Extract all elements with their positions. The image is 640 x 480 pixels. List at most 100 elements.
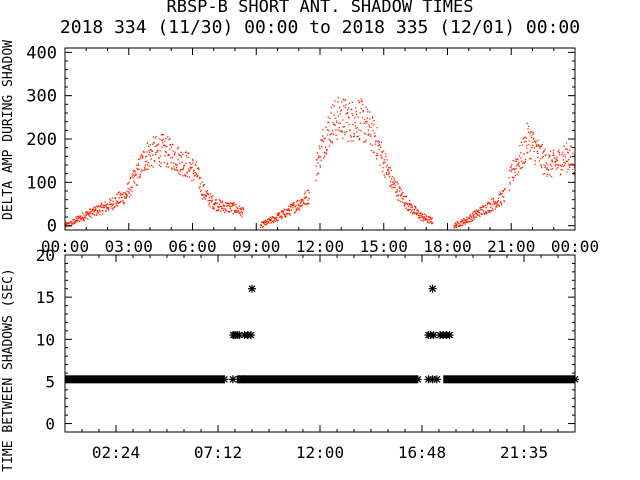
top-series-point: [161, 133, 163, 136]
top-series-point: [376, 152, 378, 155]
top-series-point: [338, 106, 341, 109]
top-series-point: [542, 173, 544, 175]
top-series-point: [72, 222, 74, 225]
top-series-point: [411, 206, 413, 208]
top-series-point: [459, 225, 461, 227]
top-series-point: [522, 138, 524, 140]
top-series-point: [231, 203, 234, 205]
top-series-point: [352, 123, 354, 126]
top-series-point: [349, 129, 351, 131]
top-series-point: [368, 133, 370, 135]
top-series-point: [413, 211, 415, 213]
top-series-point: [472, 217, 475, 219]
top-series-point: [88, 215, 90, 217]
top-series-point: [187, 152, 189, 154]
top-series-point: [333, 123, 335, 126]
top-series-point: [327, 116, 329, 118]
top-series-point: [324, 137, 326, 139]
top-series-point: [406, 202, 408, 205]
top-series-point: [182, 167, 185, 169]
top-series-point: [489, 211, 491, 213]
bottom-ytick-label: 20: [36, 246, 55, 265]
top-series-point: [534, 163, 536, 165]
top-series-point: [408, 199, 411, 202]
top-series-point: [520, 141, 522, 144]
top-series-point: [188, 152, 190, 154]
top-series-point: [176, 164, 178, 166]
top-series-point: [349, 130, 351, 132]
top-series-point: [87, 213, 90, 215]
top-series-point: [479, 216, 481, 218]
top-series-point: [108, 207, 110, 209]
top-series-point: [379, 164, 381, 166]
top-series-point: [470, 218, 472, 220]
top-series-point: [362, 103, 364, 106]
top-series-point: [471, 216, 473, 218]
top-series-point: [284, 214, 286, 216]
top-series-point: [393, 177, 395, 180]
top-series-point: [175, 167, 178, 169]
top-series-point: [308, 197, 310, 200]
top-series-point: [471, 212, 473, 215]
top-series-point: [122, 200, 124, 202]
top-series-point: [411, 213, 414, 215]
top-series-point: [166, 145, 168, 148]
top-series-point: [70, 221, 72, 223]
top-series-point: [543, 173, 546, 175]
top-series-point: [66, 226, 68, 228]
top-series-point: [353, 132, 355, 135]
top-series-point: [429, 217, 432, 219]
top-series-point: [524, 162, 526, 164]
top-series-point: [430, 218, 432, 221]
top-series-point: [90, 217, 92, 219]
top-series-point: [160, 162, 162, 164]
top-series-point: [388, 173, 391, 175]
top-series-point: [292, 205, 294, 207]
top-series-point: [495, 201, 497, 204]
top-series-point: [200, 194, 203, 196]
top-series-point: [148, 149, 150, 152]
top-series-point: [195, 164, 197, 166]
top-series-point: [537, 144, 540, 146]
top-series-point: [514, 174, 517, 177]
top-series-point: [111, 197, 113, 199]
top-series-point: [165, 152, 167, 154]
bottom-axes: [64, 254, 576, 433]
top-series-point: [181, 161, 183, 163]
top-series-point: [165, 166, 168, 168]
top-series-point: [319, 164, 321, 167]
top-series-point: [563, 161, 565, 164]
top-series-point: [98, 205, 100, 208]
top-series-point: [361, 100, 363, 103]
top-series-point: [284, 215, 286, 217]
top-series-point: [390, 178, 393, 180]
top-series-point: [166, 162, 169, 164]
top-series-point: [333, 105, 335, 107]
top-series-point: [91, 210, 93, 212]
top-series-point: [348, 124, 350, 126]
top-series-point: [421, 213, 423, 215]
top-series-point: [529, 158, 531, 160]
top-series-point: [409, 208, 411, 211]
top-series-point: [455, 226, 457, 228]
top-series-point: [432, 222, 434, 224]
top-series-point: [193, 169, 195, 171]
top-series-point: [518, 165, 520, 167]
top-series-point: [207, 192, 209, 195]
top-series-point: [528, 144, 530, 146]
top-series-point: [239, 207, 241, 210]
top-series-point: [144, 164, 146, 166]
top-series-point: [90, 208, 92, 210]
top-series-point: [375, 141, 377, 143]
top-series-point: [175, 164, 177, 166]
top-series-point: [471, 220, 474, 222]
top-series-point: [396, 189, 398, 191]
top-series-point: [267, 221, 270, 223]
top-series-point: [290, 205, 292, 207]
top-series-point: [217, 209, 219, 211]
top-series-point: [551, 161, 554, 163]
top-series-point: [510, 170, 512, 172]
top-series-point: [371, 144, 373, 146]
top-series-point: [178, 153, 180, 155]
top-series-point: [142, 169, 144, 171]
